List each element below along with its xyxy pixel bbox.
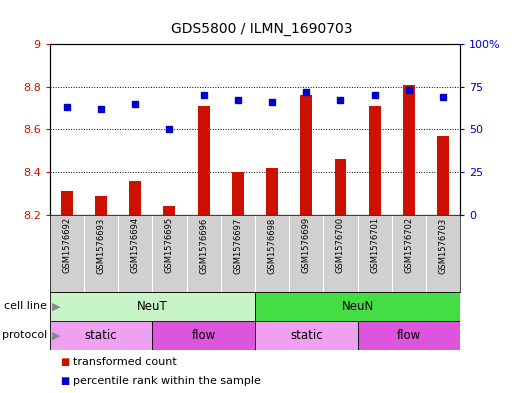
Bar [358, 321, 460, 350]
Text: ▶: ▶ [52, 330, 61, 340]
Text: GSM1576703: GSM1576703 [439, 217, 448, 274]
Bar [232, 172, 244, 215]
Bar [61, 191, 73, 215]
Text: ■: ■ [60, 376, 70, 386]
Bar [300, 95, 312, 215]
Bar [129, 181, 141, 215]
Text: static: static [85, 329, 117, 342]
Bar [152, 321, 255, 350]
Bar [255, 321, 358, 350]
Text: GSM1576692: GSM1576692 [62, 217, 71, 274]
Bar [95, 196, 107, 215]
Text: GDS5800 / ILMN_1690703: GDS5800 / ILMN_1690703 [170, 22, 353, 36]
Text: cell line: cell line [4, 301, 47, 311]
Text: flow: flow [191, 329, 216, 342]
Text: percentile rank within the sample: percentile rank within the sample [73, 376, 261, 386]
Text: static: static [290, 329, 323, 342]
Bar [198, 106, 210, 215]
Text: GSM1576694: GSM1576694 [131, 217, 140, 274]
Text: ■: ■ [60, 357, 70, 367]
Text: GSM1576699: GSM1576699 [302, 217, 311, 274]
Text: transformed count: transformed count [73, 357, 177, 367]
Bar [50, 292, 255, 321]
Text: flow: flow [397, 329, 421, 342]
Bar [164, 206, 175, 215]
Text: NeuN: NeuN [342, 299, 374, 313]
Text: GSM1576693: GSM1576693 [97, 217, 106, 274]
Bar [255, 292, 460, 321]
Bar [266, 168, 278, 215]
Bar [403, 84, 415, 215]
Text: ▶: ▶ [52, 301, 61, 311]
Text: GSM1576700: GSM1576700 [336, 217, 345, 274]
Bar [369, 106, 381, 215]
Text: protocol: protocol [2, 330, 47, 340]
Text: GSM1576702: GSM1576702 [404, 217, 413, 274]
Bar [437, 136, 449, 215]
Text: GSM1576696: GSM1576696 [199, 217, 208, 274]
Text: GSM1576701: GSM1576701 [370, 217, 379, 274]
Text: GSM1576695: GSM1576695 [165, 217, 174, 274]
Text: NeuT: NeuT [137, 299, 168, 313]
Text: GSM1576697: GSM1576697 [233, 217, 242, 274]
Bar [335, 160, 346, 215]
Text: GSM1576698: GSM1576698 [268, 217, 277, 274]
Bar [50, 321, 152, 350]
